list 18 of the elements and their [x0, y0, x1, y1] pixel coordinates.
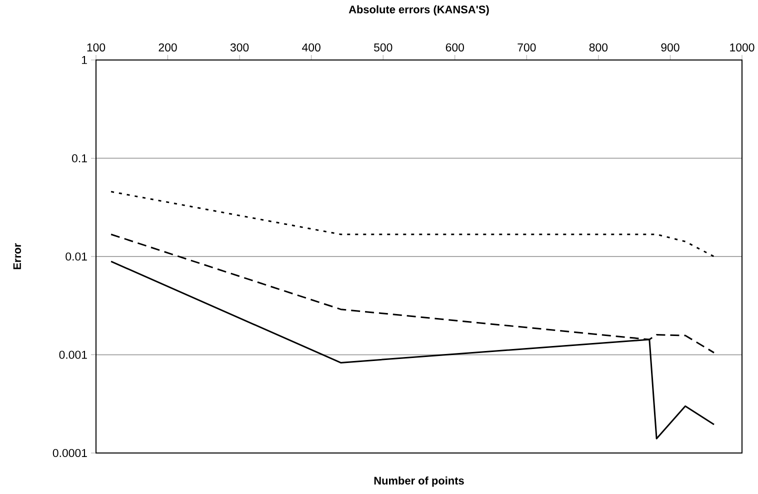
x-tick-label: 300 — [230, 43, 249, 52]
y-axis-title: Error — [13, 243, 22, 270]
x-tick-label: 400 — [302, 43, 320, 52]
y-tick-label: 0.01 — [66, 252, 87, 261]
x-tick-label: 200 — [158, 43, 177, 52]
x-tick-label: 800 — [589, 43, 608, 52]
x-tick-label: 100 — [87, 43, 106, 52]
x-tick-label: 600 — [446, 43, 464, 52]
y-tick-label: 0.001 — [59, 350, 87, 359]
x-tick-label: 900 — [661, 43, 680, 52]
x-tick-label: 1000 — [730, 43, 754, 52]
y-tick-label: 1 — [82, 56, 87, 64]
x-tick-label: 500 — [374, 43, 392, 52]
x-tick-label: 700 — [518, 43, 536, 52]
y-tick-label: 0.1 — [72, 154, 87, 162]
x-axis-title: Number of points — [374, 476, 464, 487]
y-tick-label: 0.0001 — [52, 448, 87, 458]
chart-title: Absolute errors (KANSA'S) — [348, 5, 489, 16]
